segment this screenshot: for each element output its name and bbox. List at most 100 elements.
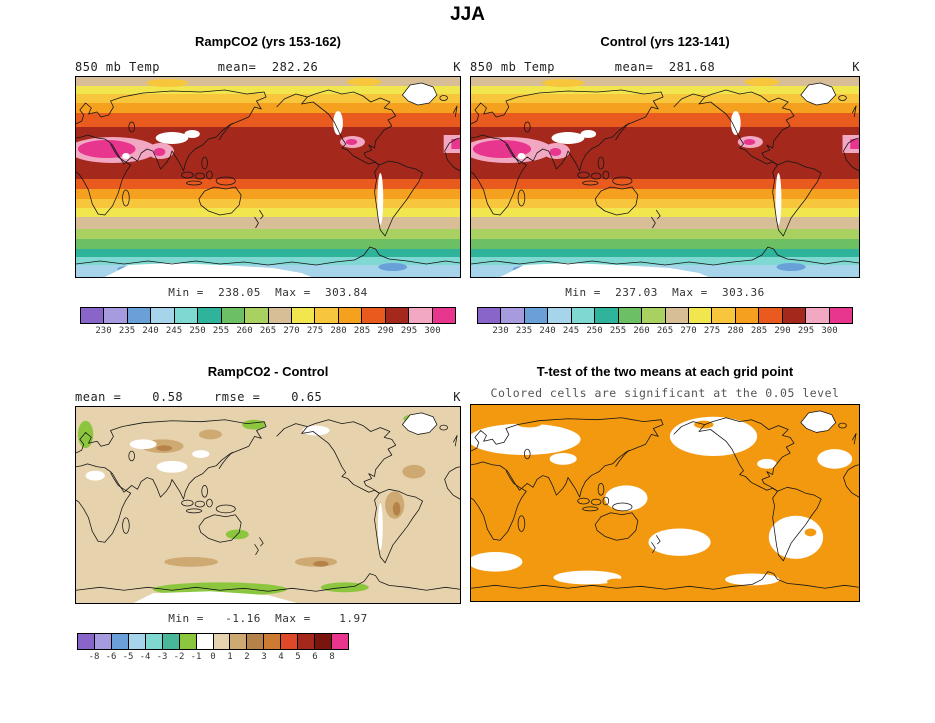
colorbar-cell bbox=[230, 634, 248, 649]
colorbar-tick-label: 280 bbox=[727, 326, 744, 336]
colorbar-tick-label: 300 bbox=[821, 326, 838, 336]
colorbar-tick-label: -2 bbox=[173, 652, 185, 662]
panel-difference: RampCO2 - Control mean = 0.58 rmse = 0.6… bbox=[75, 364, 461, 663]
colorbar-cell bbox=[162, 634, 180, 649]
colorbar-tick-label: 245 bbox=[165, 326, 183, 336]
colorbar-cell bbox=[291, 308, 316, 323]
colorbar-tick-label: 0 bbox=[210, 652, 216, 662]
colorbar-cell bbox=[221, 308, 246, 323]
colorbar-tick-label: 255 bbox=[609, 326, 627, 336]
colorbar-cell bbox=[315, 634, 333, 649]
colorbar-cell bbox=[151, 308, 175, 323]
colorbar-cell bbox=[245, 308, 269, 323]
panel-title-control: Control (yrs 123-141) bbox=[600, 34, 730, 49]
panel-header-rampco2: 850 mb Temp mean= 282.26 K bbox=[75, 58, 461, 74]
colorbar-tick-label: 1 bbox=[227, 652, 233, 662]
colorbar-tick-label: 275 bbox=[306, 326, 324, 336]
colorbar-tick-label: 3 bbox=[261, 652, 267, 662]
mean-value: mean= 282.26 bbox=[217, 60, 319, 74]
minmax-label-rampco2: Min = 238.05 Max = 303.84 bbox=[168, 286, 368, 299]
colorbar-cell bbox=[618, 308, 643, 323]
panel-ttest: T-test of the two means at each grid poi… bbox=[470, 364, 860, 602]
figure-title: JJA bbox=[450, 4, 485, 25]
colorbar-cell bbox=[128, 634, 146, 649]
colorbar-tick-label: 275 bbox=[703, 326, 721, 336]
colorbar-cell bbox=[759, 308, 783, 323]
colorbar-cell bbox=[196, 634, 214, 649]
colorbar-tick-label: 240 bbox=[142, 326, 159, 336]
colorbar-tick-label: 235 bbox=[118, 326, 136, 336]
colorbar-cell bbox=[268, 308, 292, 323]
panel-control: Control (yrs 123-141) 850 mb Temp mean= … bbox=[470, 34, 860, 337]
colorbar-cell bbox=[145, 634, 163, 649]
panel-title-rampco2: RampCO2 (yrs 153-162) bbox=[195, 34, 341, 49]
colorbar-cell bbox=[524, 308, 549, 323]
colorbar-tick-label: 235 bbox=[515, 326, 533, 336]
colorbar-cell bbox=[571, 308, 596, 323]
colorbar-cell bbox=[829, 308, 852, 323]
colorbar-tick-label: 295 bbox=[400, 326, 418, 336]
colorbar-tick-label: 245 bbox=[562, 326, 580, 336]
variable-label: 850 mb Temp bbox=[75, 60, 160, 74]
variable-label: 850 mb Temp bbox=[470, 60, 555, 74]
colorbar-cell bbox=[409, 308, 433, 323]
colorbar-tick-label: 285 bbox=[750, 326, 768, 336]
colorbar-cell bbox=[548, 308, 572, 323]
colorbar-cell bbox=[642, 308, 666, 323]
colorbar-tick-label: 6 bbox=[312, 652, 318, 662]
difference-field bbox=[76, 407, 460, 603]
colorbar-cell bbox=[315, 308, 339, 323]
panel-title-difference: RampCO2 - Control bbox=[207, 364, 329, 379]
colorbar-cell bbox=[688, 308, 713, 323]
colorbar-tick-label: 270 bbox=[283, 326, 300, 336]
colorbar-tick-label: 240 bbox=[539, 326, 556, 336]
colorbar-tick-label: 290 bbox=[774, 326, 791, 336]
units-label: K bbox=[453, 390, 461, 404]
colorbar-cells bbox=[80, 307, 456, 324]
colorbar-tick-label: 255 bbox=[212, 326, 230, 336]
mean-rmse-value: mean = 0.58 rmse = 0.65 bbox=[75, 390, 323, 404]
minmax-label-difference: Min = -1.16 Max = 1.97 bbox=[168, 612, 368, 625]
colorbar-tick-label: 270 bbox=[680, 326, 697, 336]
colorbar-cell bbox=[104, 308, 128, 323]
colorbar-labels: 230 235 240 245 250 255 260 265 270 275 280 285 290 2… bbox=[477, 324, 853, 337]
units-label: K bbox=[852, 60, 860, 74]
colorbar-tick-label: 230 bbox=[95, 326, 112, 336]
colorbar-cell bbox=[111, 634, 129, 649]
colorbar-tick-label: -4 bbox=[139, 652, 151, 662]
units-label: K bbox=[453, 60, 461, 74]
colorbar-cell bbox=[385, 308, 410, 323]
panel-header-control: 850 mb Temp mean= 281.68 K bbox=[470, 58, 860, 74]
colorbar-cell bbox=[362, 308, 386, 323]
colorbar-tick-label: 295 bbox=[797, 326, 815, 336]
colorbar-control: 230 235 240 245 250 255 260 265 270 275 280 285 290 2… bbox=[477, 307, 853, 337]
colorbar-cell bbox=[81, 308, 105, 323]
colorbar-cell bbox=[179, 634, 197, 649]
colorbar-tick-label: 8 bbox=[329, 652, 335, 662]
colorbar-labels: 230 235 240 245 250 255 260 265 270 275 280 285 290 2… bbox=[80, 324, 456, 337]
map-ttest bbox=[470, 404, 860, 602]
panel-header-difference: mean = 0.58 rmse = 0.65 K bbox=[75, 388, 461, 404]
panel-subtitle-ttest: Colored cells are significant at the 0.0… bbox=[490, 386, 840, 400]
colorbar-cell bbox=[782, 308, 807, 323]
colorbar-cell bbox=[501, 308, 525, 323]
colorbar-tick-label: -8 bbox=[88, 652, 100, 662]
colorbar-cell bbox=[298, 634, 316, 649]
map-canvas-ttest bbox=[471, 405, 859, 601]
colorbar-tick-label: 250 bbox=[189, 326, 206, 336]
colorbar-tick-label: 230 bbox=[492, 326, 509, 336]
colorbar-tick-label: 280 bbox=[330, 326, 347, 336]
panel-title-ttest: T-test of the two means at each grid poi… bbox=[536, 364, 794, 379]
colorbar-cell bbox=[432, 308, 455, 323]
colorbar-cell bbox=[332, 634, 348, 649]
colorbar-cells bbox=[77, 633, 349, 650]
colorbar-cell bbox=[198, 308, 222, 323]
colorbar-tick-label: 4 bbox=[278, 652, 284, 662]
map-canvas-rampco2 bbox=[76, 77, 460, 277]
colorbar-cell bbox=[247, 634, 265, 649]
colorbar-cell bbox=[478, 308, 502, 323]
map-rampco2 bbox=[75, 76, 461, 278]
colorbar-tick-label: 2 bbox=[244, 652, 250, 662]
map-canvas-difference bbox=[76, 407, 460, 603]
map-control bbox=[470, 76, 860, 278]
